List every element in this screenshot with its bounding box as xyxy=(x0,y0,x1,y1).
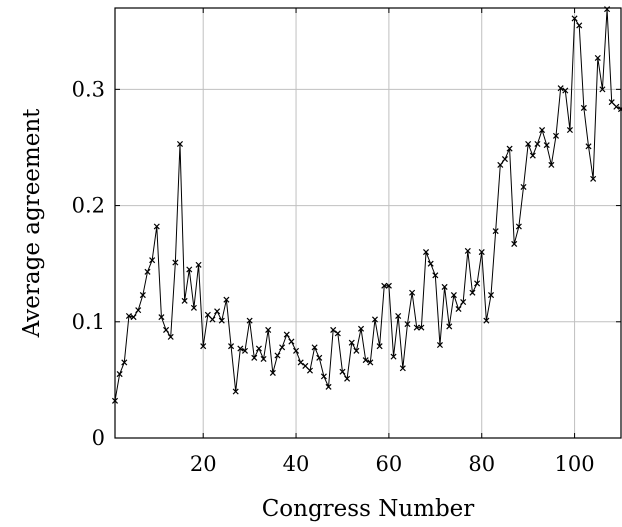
x-axis-ticks: 20 40 60 80 100 xyxy=(190,8,595,476)
plot-frame xyxy=(115,8,621,438)
data-point xyxy=(535,141,540,146)
y-tick-label: 0 xyxy=(92,426,105,450)
data-point xyxy=(163,327,168,332)
x-tick-label: 60 xyxy=(376,452,403,476)
series-line xyxy=(115,9,621,401)
data-point xyxy=(289,339,294,344)
data-point xyxy=(284,332,289,337)
y-axis-ticks: 0 0.1 0.2 0.3 xyxy=(72,77,621,450)
data-point xyxy=(502,156,507,161)
x-tick-label: 80 xyxy=(468,452,495,476)
y-tick-label: 0.1 xyxy=(72,310,105,334)
x-tick-label: 100 xyxy=(555,452,595,476)
y-axis-title: Average agreement xyxy=(19,108,45,339)
x-tick-label: 40 xyxy=(283,452,310,476)
data-point xyxy=(456,306,461,311)
data-point xyxy=(298,360,303,365)
data-point xyxy=(210,317,215,322)
data-point xyxy=(530,153,535,158)
data-point xyxy=(136,308,141,313)
data-point xyxy=(215,309,220,314)
x-tick-label: 20 xyxy=(190,452,217,476)
data-point xyxy=(428,261,433,266)
y-tick-label: 0.3 xyxy=(72,77,105,101)
data-point xyxy=(303,363,308,368)
series-markers xyxy=(112,7,622,404)
data-point xyxy=(256,346,261,351)
y-tick-label: 0.2 xyxy=(72,194,105,218)
x-axis-title: Congress Number xyxy=(262,496,475,522)
data-point xyxy=(280,345,285,350)
data-point xyxy=(539,127,544,132)
grid-lines xyxy=(115,8,621,438)
